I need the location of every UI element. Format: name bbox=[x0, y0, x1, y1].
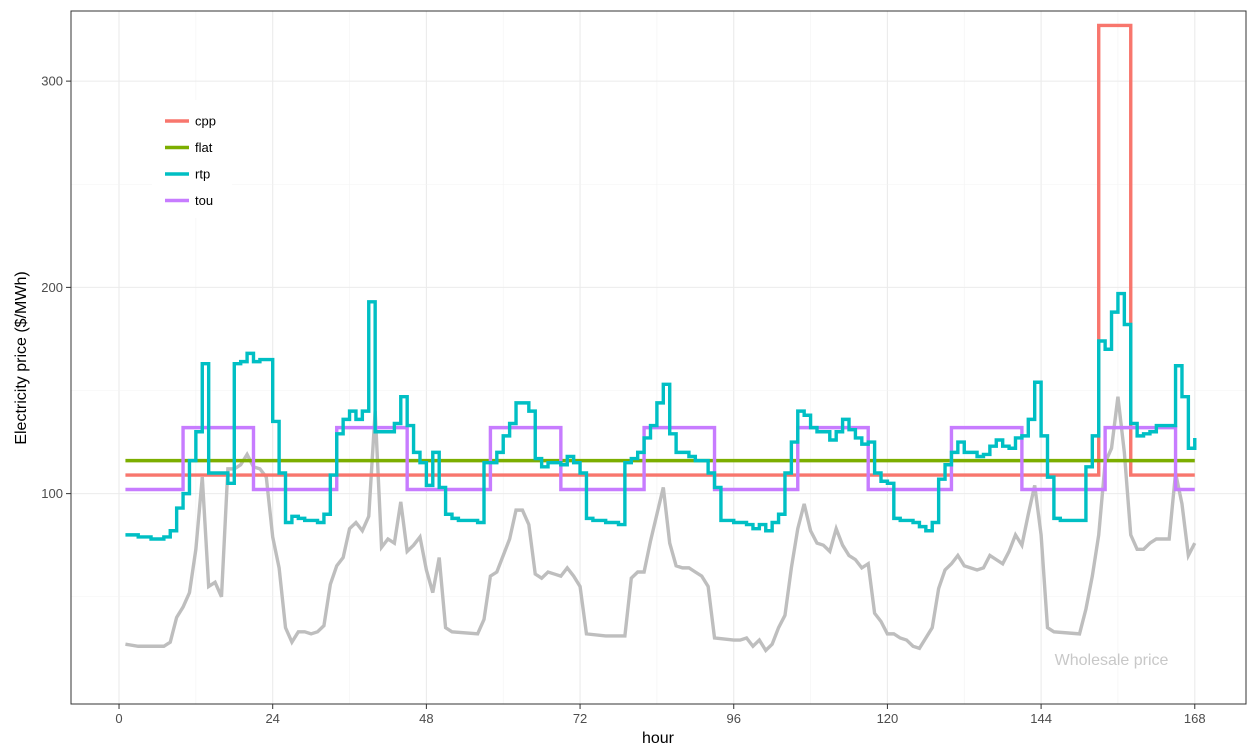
legend-box bbox=[152, 100, 232, 218]
annotations: Wholesale price bbox=[1055, 652, 1169, 669]
series-lines bbox=[125, 23, 1197, 654]
grid bbox=[71, 11, 1246, 704]
x-tick-label-0: 0 bbox=[115, 711, 122, 726]
annotation-0: Wholesale price bbox=[1055, 652, 1169, 669]
x-tick-label-168: 168 bbox=[1184, 711, 1206, 726]
y-tick-label-200: 200 bbox=[41, 280, 63, 295]
plot-panel bbox=[70, 10, 1247, 705]
series-line-wholesale bbox=[125, 396, 1197, 654]
x-tick-label-24: 24 bbox=[265, 711, 279, 726]
x-axis-label: hour bbox=[642, 730, 675, 747]
axes: 0 24 48 72 96 120 144 168 100 200 300 bbox=[41, 74, 1205, 726]
legend: cpp flat rtp tou bbox=[152, 100, 232, 218]
legend-label-cpp: cpp bbox=[195, 114, 216, 129]
series-line-cpp bbox=[125, 23, 1195, 477]
x-tick-label-120: 120 bbox=[877, 711, 899, 726]
x-tick-label-96: 96 bbox=[727, 711, 741, 726]
legend-label-flat: flat bbox=[195, 140, 213, 155]
y-tick-label-100: 100 bbox=[41, 486, 63, 501]
x-tick-label-144: 144 bbox=[1030, 711, 1052, 726]
y-tick-label-300: 300 bbox=[41, 74, 63, 89]
x-tick-label-48: 48 bbox=[419, 711, 433, 726]
legend-label-tou: tou bbox=[195, 193, 213, 208]
series-line-rtp bbox=[125, 291, 1197, 541]
legend-label-rtp: rtp bbox=[195, 167, 210, 182]
series-line-tou bbox=[125, 425, 1195, 492]
x-tick-label-72: 72 bbox=[573, 711, 587, 726]
y-axis-label: Electricity price ($/MWh) bbox=[13, 271, 30, 444]
